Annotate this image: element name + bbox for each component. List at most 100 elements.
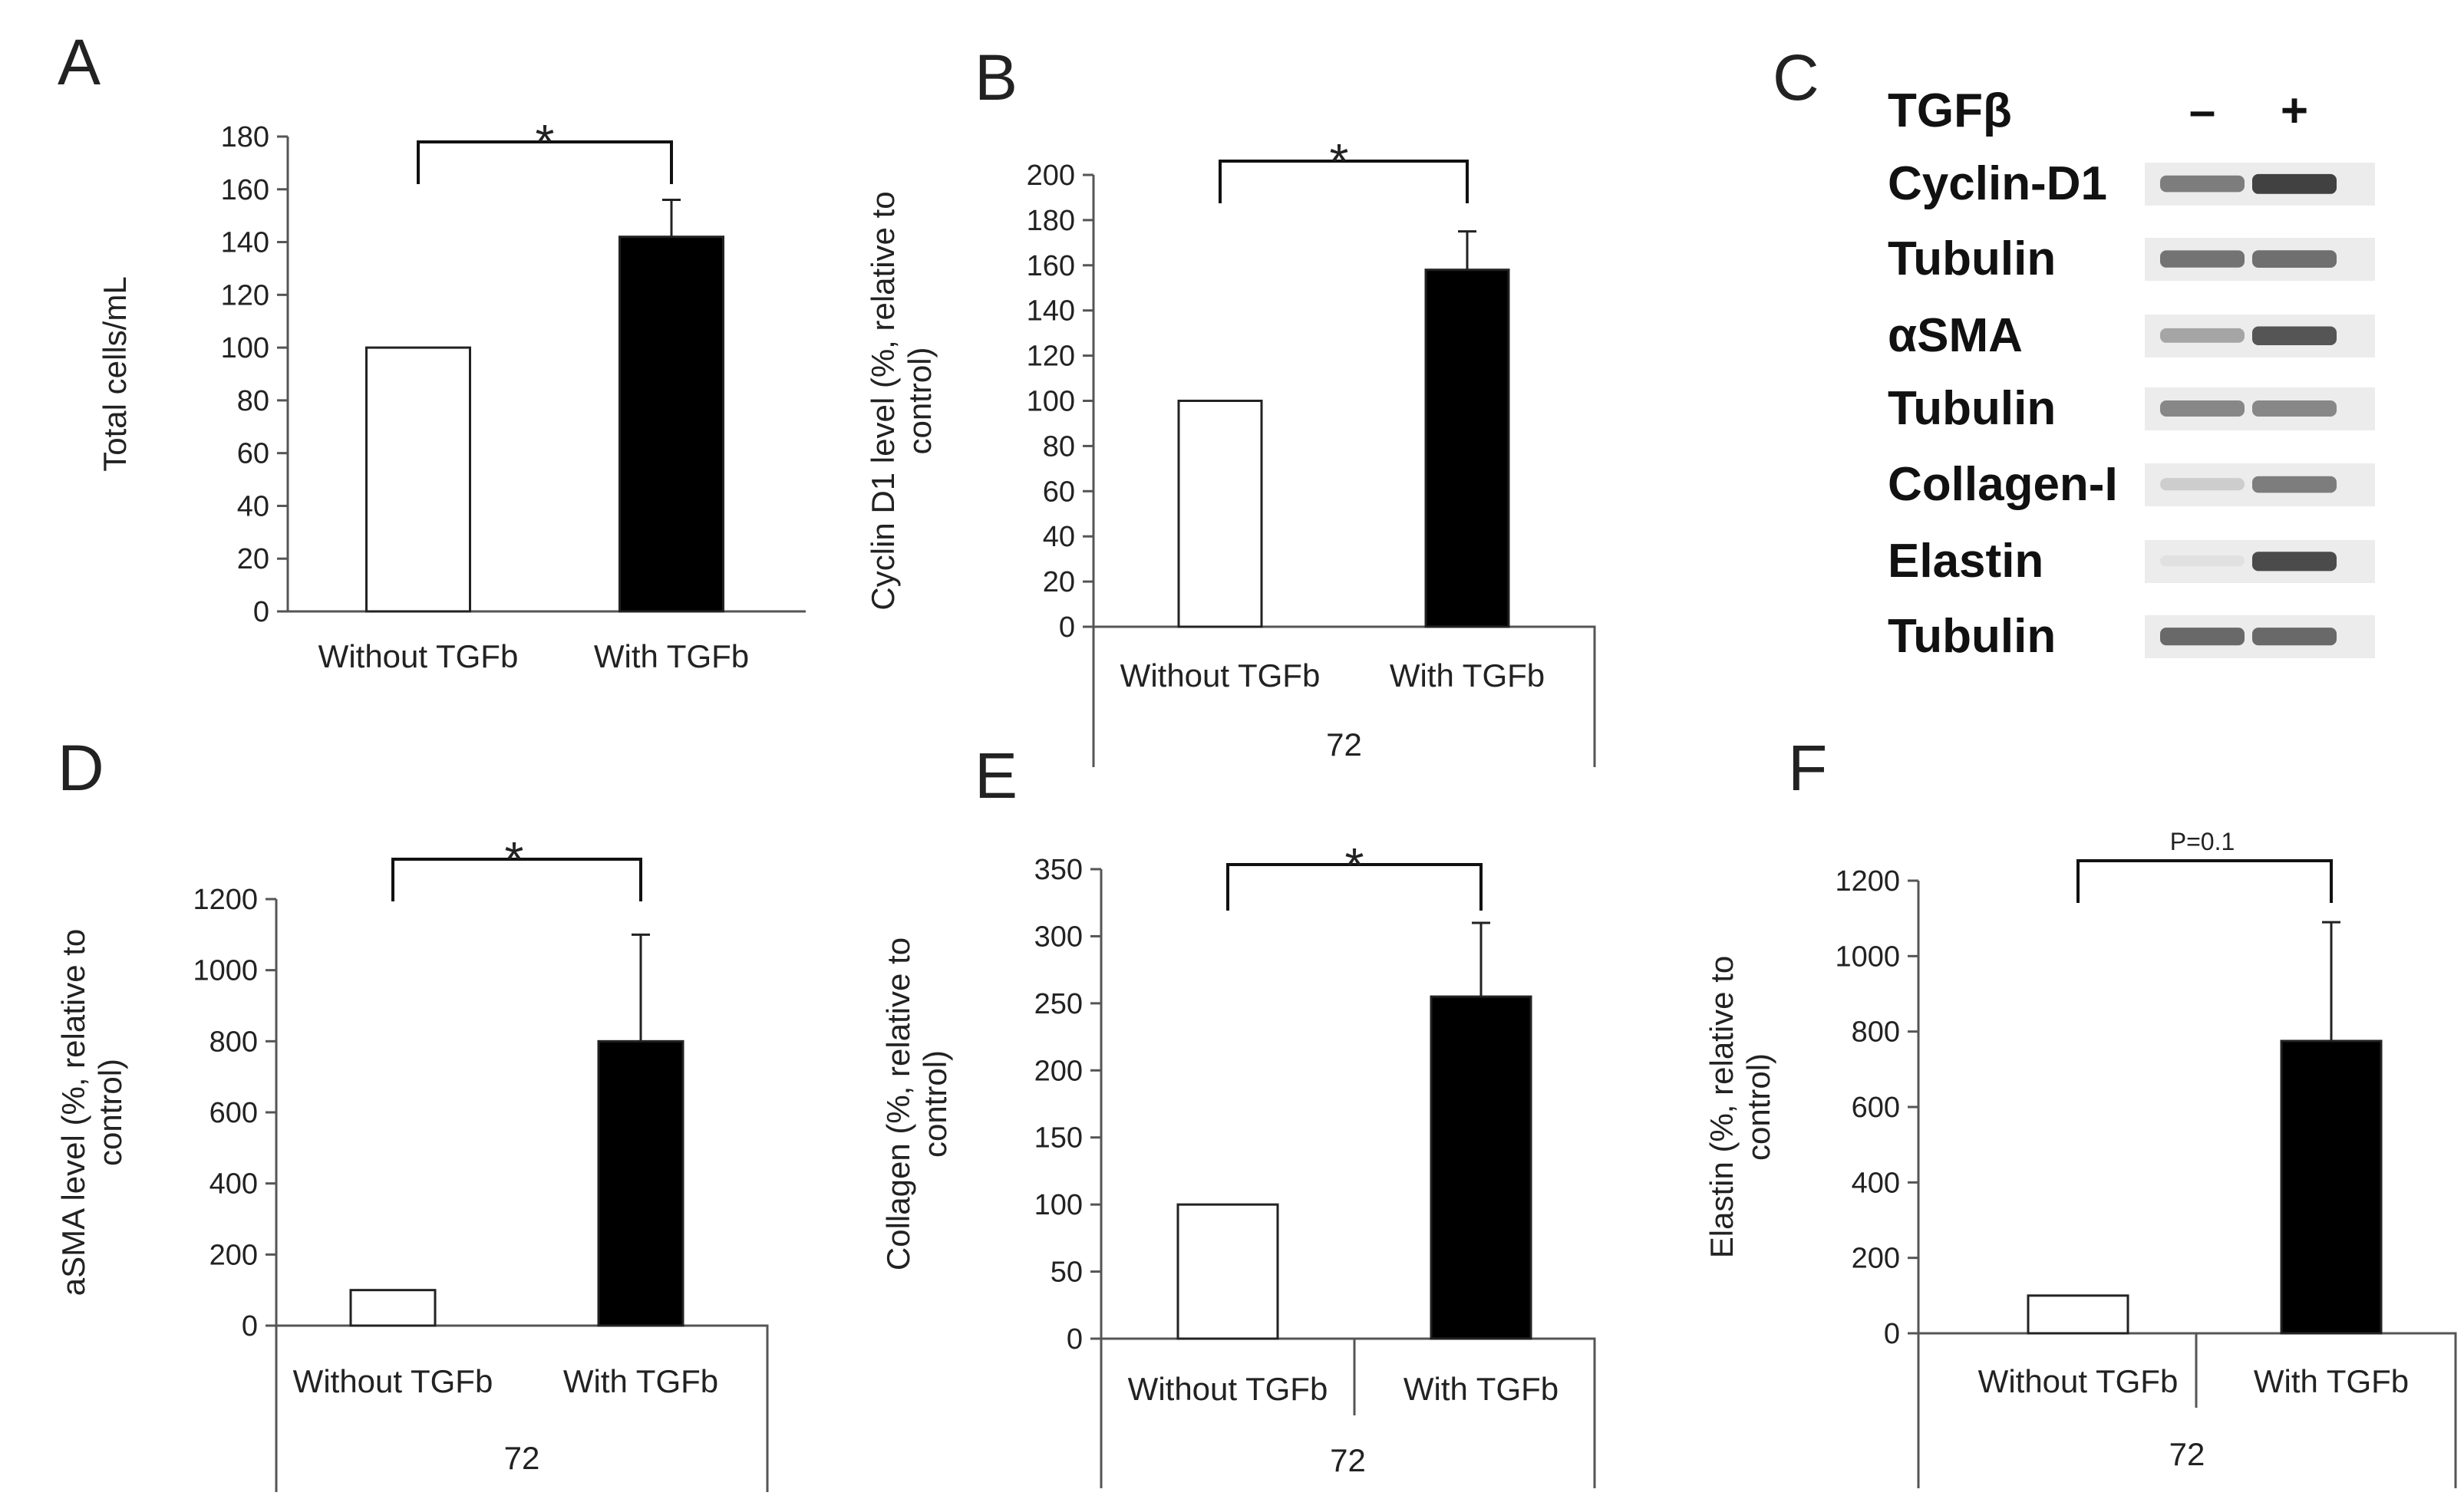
blot-row-label: Cyclin-D1 — [1888, 157, 2107, 210]
y-axis-label: aSMA level (%, relative to — [55, 929, 91, 1296]
y-tick-label: 0 — [253, 596, 269, 628]
chart-e-collagen: 0 50 100 150 200 250 300 350 Without TGFb With TG… — [880, 838, 1596, 1488]
y-tick-label: 600 — [1852, 1092, 1900, 1124]
significance-marker: * — [505, 832, 524, 887]
bar-without-tgfb — [1177, 400, 1263, 628]
blot-band — [2252, 552, 2337, 572]
y-axis-label: Elastin (%, relative to — [1704, 956, 1740, 1259]
blot-treatment-label: TGFβ — [1888, 84, 2012, 137]
significance-marker: * — [1345, 838, 1364, 893]
y-tick-label: 800 — [209, 1026, 258, 1058]
blot-band — [2252, 173, 2337, 194]
chart-f-elastin: 0 200 400 600 800 1000 1200 Without TGFb With TG… — [1704, 828, 2457, 1488]
y-tick-label: 200 — [1852, 1243, 1900, 1275]
blot-band — [2252, 250, 2337, 268]
category-label: Without TGFb — [293, 1363, 493, 1399]
western-blot-panel: TGFβ – + Cyclin-D1 Tubulin αSMA Tubulin Coll… — [1888, 84, 2375, 663]
bar-without-tgfb — [365, 346, 471, 613]
blot-row-label: Tubulin — [1888, 232, 2056, 285]
y-tick-label: 20 — [1043, 566, 1075, 598]
y-tick-label: 180 — [221, 121, 269, 153]
y-tick-label: 100 — [221, 332, 269, 364]
chart-a-cell-count: 0 20 40 60 80 100 120 140 160 180 Without TGFb With… — [97, 114, 806, 674]
y-tick-label: 250 — [1034, 988, 1083, 1020]
panel-letter-f: F — [1788, 732, 1827, 804]
category-label: Without TGFb — [1120, 657, 1321, 693]
y-tick-label: 60 — [1043, 476, 1075, 508]
y-axis-label: control) — [902, 347, 938, 454]
y-tick-label: 20 — [237, 543, 269, 575]
blot-row-label: Elastin — [1888, 535, 2043, 588]
bar-with-tgfb — [2280, 1039, 2383, 1335]
blot-band — [2252, 400, 2337, 417]
y-tick-label: 0 — [242, 1310, 258, 1343]
blot-row-label: αSMA — [1888, 309, 2023, 362]
y-tick-label: 40 — [1043, 521, 1075, 553]
significance-bracket — [1219, 160, 1469, 203]
y-tick-label: 160 — [1027, 250, 1075, 282]
blot-lane-minus: – — [2189, 84, 2215, 137]
y-tick-label: 160 — [221, 174, 269, 206]
y-tick-label: 60 — [237, 438, 269, 470]
significance-bracket — [1226, 863, 1483, 911]
bar-with-tgfb — [1430, 995, 1532, 1340]
y-tick-label: 1000 — [193, 955, 258, 987]
group-label: 72 — [2169, 1436, 2205, 1472]
y-tick-label: 400 — [209, 1168, 258, 1201]
significance-marker: * — [1330, 133, 1349, 189]
y-tick-label: 180 — [1027, 205, 1075, 237]
group-label: 72 — [1330, 1442, 1366, 1478]
y-tick-label: 100 — [1027, 386, 1075, 418]
blot-row-label: Tubulin — [1888, 610, 2056, 663]
y-tick-label: 120 — [1027, 341, 1075, 373]
chart-b-cyclin-d1: 0 20 40 60 80 100 120 140 160 180 200 Without TGFb W… — [865, 133, 1596, 767]
bar-with-tgfb — [1424, 269, 1510, 628]
panel-letter-a: A — [58, 26, 101, 98]
category-label: Without TGFb — [1128, 1371, 1328, 1407]
blot-band — [2160, 628, 2245, 646]
y-tick-label: 1000 — [1835, 941, 1900, 973]
y-tick-label: 40 — [237, 490, 269, 522]
bar-without-tgfb — [1176, 1203, 1279, 1340]
y-tick-label: 80 — [237, 385, 269, 417]
y-tick-label: 80 — [1043, 430, 1075, 463]
category-label: With TGFb — [1390, 657, 1545, 693]
panel-letter-d: D — [58, 732, 104, 804]
y-tick-label: 50 — [1051, 1257, 1083, 1289]
significance-marker: P=0.1 — [2170, 828, 2235, 855]
panel-letter-c: C — [1773, 41, 1819, 114]
y-tick-label: 400 — [1852, 1167, 1900, 1199]
y-tick-label: 200 — [209, 1239, 258, 1271]
blot-row-label: Tubulin — [1888, 382, 2056, 435]
blot-band — [2160, 400, 2245, 417]
blot-band — [2160, 328, 2245, 343]
blot-lane-plus: + — [2281, 84, 2308, 137]
bar-without-tgfb — [349, 1289, 437, 1327]
blot-band — [2160, 250, 2245, 268]
y-tick-label: 1200 — [193, 884, 258, 916]
category-label: Without TGFb — [318, 638, 519, 674]
y-axis-label: control) — [917, 1050, 953, 1158]
y-axis-label: control) — [92, 1059, 128, 1166]
y-tick-label: 600 — [209, 1097, 258, 1129]
category-label: With TGFb — [594, 638, 749, 674]
y-tick-label: 200 — [1027, 160, 1075, 192]
y-tick-label: 0 — [1884, 1318, 1900, 1350]
y-tick-label: 350 — [1034, 854, 1083, 886]
category-label: With TGFb — [1404, 1371, 1559, 1407]
y-tick-label: 0 — [1067, 1323, 1083, 1356]
y-tick-label: 0 — [1059, 611, 1075, 644]
significance-bracket — [391, 858, 642, 901]
panel-letter-b: B — [975, 41, 1018, 114]
bar-with-tgfb — [618, 236, 724, 613]
y-tick-label: 300 — [1034, 921, 1083, 953]
category-label: With TGFb — [563, 1363, 718, 1399]
blot-row-label: Collagen-I — [1888, 458, 2118, 511]
significance-bracket — [417, 140, 673, 184]
y-axis-label: control) — [1740, 1053, 1776, 1161]
y-tick-label: 140 — [1027, 295, 1075, 328]
group-label: 72 — [504, 1440, 540, 1476]
y-axis-label: Collagen (%, relative to — [880, 937, 916, 1270]
chart-d-asma: 0 200 400 600 800 1000 1200 Without TGFb With TG… — [55, 832, 769, 1492]
